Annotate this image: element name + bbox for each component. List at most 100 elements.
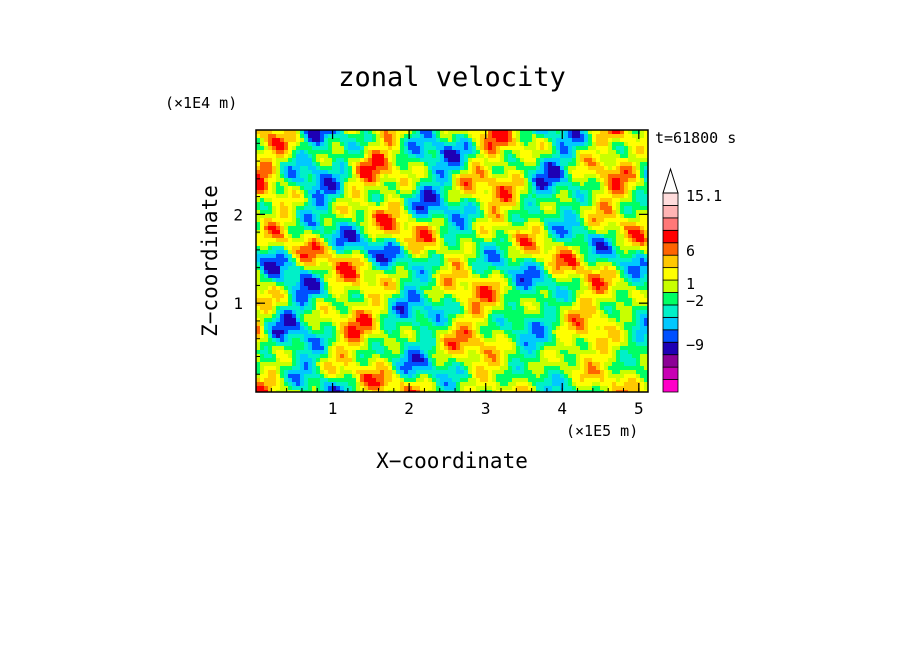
heatmap-cell (372, 198, 381, 203)
heatmap-cell (264, 202, 273, 207)
heatmap-cell (376, 262, 381, 267)
heatmap-cell (408, 262, 441, 267)
heatmap-cell (408, 138, 437, 143)
heatmap-cell (544, 370, 549, 375)
heatmap-cell (460, 326, 469, 331)
heatmap-cell (532, 278, 545, 283)
heatmap-cell (524, 158, 537, 163)
heatmap-cell (608, 182, 613, 187)
heatmap-cell (332, 386, 337, 391)
heatmap-cell (340, 262, 349, 267)
heatmap-cell (336, 178, 341, 183)
heatmap-cell (312, 186, 321, 191)
heatmap-cell (636, 254, 645, 259)
heatmap-cell (516, 258, 525, 263)
heatmap-cell (372, 302, 381, 307)
heatmap-cell (452, 266, 457, 271)
heatmap-cell (312, 294, 329, 299)
heatmap-cell (264, 226, 269, 231)
heatmap-cell (532, 154, 541, 159)
heatmap-cell (284, 130, 297, 135)
heatmap-cell (396, 158, 421, 163)
heatmap-cell (580, 154, 593, 159)
heatmap-cell (584, 326, 589, 331)
heatmap-cell (568, 314, 581, 319)
heatmap-cell (324, 178, 333, 183)
heatmap-cell (644, 190, 648, 195)
heatmap-cell (424, 354, 429, 359)
heatmap-cell (520, 366, 525, 371)
heatmap-cell (576, 298, 581, 303)
heatmap-cell (496, 234, 509, 239)
heatmap-cell (576, 258, 581, 263)
heatmap-cell (496, 190, 501, 195)
heatmap-cell (280, 358, 293, 363)
heatmap-cell (328, 194, 341, 199)
heatmap-cell (636, 178, 641, 183)
heatmap-cell (380, 134, 385, 139)
heatmap-cell (548, 234, 553, 239)
heatmap-cell (496, 250, 501, 255)
heatmap-cell (420, 390, 425, 392)
heatmap-cell (576, 154, 581, 159)
heatmap-cell (464, 162, 469, 167)
heatmap-cell (544, 246, 553, 251)
heatmap-cell (636, 286, 648, 291)
heatmap-cell (516, 306, 525, 311)
heatmap-cell (280, 366, 293, 371)
heatmap-cell (320, 310, 325, 315)
heatmap-cell (448, 162, 461, 167)
heatmap-cell (448, 194, 473, 199)
heatmap-cell (540, 390, 545, 392)
heatmap-cell (548, 266, 553, 271)
heatmap-cell (544, 210, 557, 215)
heatmap-cell (560, 326, 569, 331)
heatmap-cell (572, 190, 577, 195)
heatmap-cell (520, 230, 533, 235)
heatmap-cell (480, 350, 485, 355)
heatmap-cell (628, 190, 633, 195)
heatmap-cell (328, 210, 333, 215)
heatmap-cell (616, 354, 621, 359)
heatmap-cell (472, 374, 477, 379)
heatmap-cell (608, 202, 613, 207)
heatmap-cell (588, 362, 593, 367)
heatmap-cell (464, 222, 469, 227)
heatmap-cell (512, 238, 517, 243)
heatmap-cell (576, 322, 581, 327)
heatmap-cell (616, 290, 629, 295)
heatmap-cell (424, 294, 429, 299)
heatmap-cell (436, 226, 441, 231)
heatmap-cell (608, 266, 617, 271)
heatmap-cell (644, 366, 648, 371)
heatmap-cell (408, 210, 413, 215)
heatmap-cell (448, 130, 469, 135)
heatmap-cell (328, 354, 333, 359)
heatmap-cell (428, 378, 433, 383)
heatmap-cell (632, 334, 637, 339)
heatmap-cell (312, 238, 317, 243)
heatmap-cell (256, 170, 273, 175)
heatmap-cell (436, 342, 441, 347)
heatmap-cell (564, 322, 569, 327)
heatmap-cell (404, 206, 409, 211)
heatmap-cell (520, 238, 529, 243)
heatmap-cell (608, 386, 613, 391)
heatmap-cell (596, 350, 601, 355)
heatmap-cell (460, 170, 469, 175)
heatmap-cell (352, 210, 357, 215)
heatmap-cell (276, 150, 285, 155)
heatmap-cell (344, 146, 349, 151)
heatmap-cell (300, 138, 305, 143)
heatmap-cell (324, 330, 333, 335)
heatmap-cell (332, 174, 341, 179)
heatmap-cell (444, 222, 449, 227)
heatmap-cell (436, 130, 441, 135)
heatmap-cell (312, 170, 329, 175)
heatmap-cell (348, 170, 353, 175)
heatmap-cell (640, 218, 648, 223)
heatmap-cell (376, 218, 393, 223)
heatmap-cell (516, 390, 533, 392)
heatmap-cell (448, 246, 461, 251)
heatmap-cell (368, 210, 373, 215)
